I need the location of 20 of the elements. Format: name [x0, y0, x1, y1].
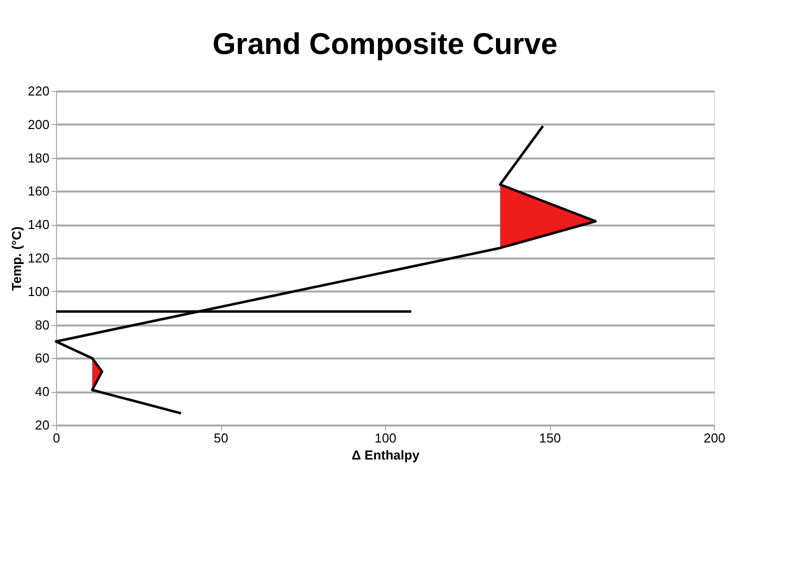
y-tick-label: 100 — [28, 284, 50, 299]
y-tick-label: 200 — [28, 116, 50, 132]
y-tick-label: 160 — [28, 184, 50, 199]
x-tick-label: 50 — [214, 430, 228, 446]
y-tick-label: 20 — [35, 418, 50, 432]
y-tick-label: 220 — [28, 84, 50, 98]
x-tick-label: 200 — [704, 430, 726, 446]
y-tick-label: 80 — [35, 317, 50, 332]
y-tick-label: 140 — [28, 217, 50, 232]
line-series — [54, 124, 597, 415]
y-tick-label: 180 — [28, 150, 50, 166]
x-axis-title: Δ Enthalpy — [352, 448, 420, 462]
x-tick-label: 0 — [52, 430, 60, 446]
y-tick-label: 40 — [35, 384, 50, 400]
y-tick-label: 60 — [35, 350, 50, 366]
x-tick-label: 100 — [374, 430, 396, 446]
y-axis-title: Temp. (°C) — [8, 226, 24, 291]
y-tick-label: 120 — [28, 250, 50, 266]
x-tick-label: 150 — [539, 430, 561, 446]
chart-title: Grand Composite Curve — [212, 28, 558, 61]
